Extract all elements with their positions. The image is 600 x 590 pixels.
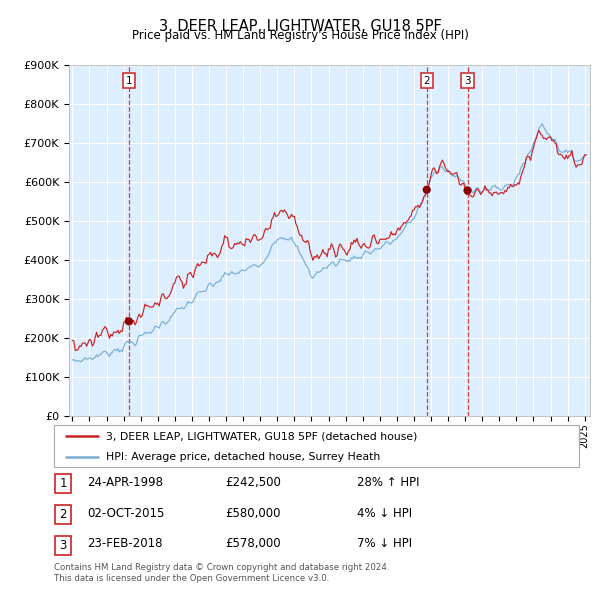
Text: 2: 2 (424, 76, 430, 86)
Point (422, 185, 431, 195)
Text: £242,500: £242,500 (225, 476, 281, 489)
Text: 1: 1 (59, 477, 67, 490)
Text: This data is licensed under the Open Government Licence v3.0.: This data is licensed under the Open Gov… (54, 574, 329, 583)
Text: £580,000: £580,000 (225, 507, 281, 520)
Text: 7% ↓ HPI: 7% ↓ HPI (357, 537, 412, 550)
Text: 3, DEER LEAP, LIGHTWATER, GU18 5PF: 3, DEER LEAP, LIGHTWATER, GU18 5PF (158, 19, 442, 34)
FancyBboxPatch shape (55, 474, 71, 493)
Text: HPI: Average price, detached house, Surrey Heath: HPI: Average price, detached house, Surr… (107, 452, 381, 461)
Text: 28% ↑ HPI: 28% ↑ HPI (357, 476, 419, 489)
Text: 2: 2 (59, 508, 67, 521)
Text: 24-APR-1998: 24-APR-1998 (87, 476, 163, 489)
FancyBboxPatch shape (54, 425, 579, 467)
Point (463, 186, 472, 195)
FancyBboxPatch shape (55, 505, 71, 524)
Point (124, 317, 134, 326)
Text: 1: 1 (125, 76, 132, 86)
Text: Price paid vs. HM Land Registry's House Price Index (HPI): Price paid vs. HM Land Registry's House … (131, 30, 469, 42)
Text: £578,000: £578,000 (225, 537, 281, 550)
Text: 3: 3 (59, 539, 67, 552)
Text: 23-FEB-2018: 23-FEB-2018 (87, 537, 163, 550)
Text: 4% ↓ HPI: 4% ↓ HPI (357, 507, 412, 520)
Text: 02-OCT-2015: 02-OCT-2015 (87, 507, 164, 520)
FancyBboxPatch shape (55, 536, 71, 555)
Text: Contains HM Land Registry data © Crown copyright and database right 2024.: Contains HM Land Registry data © Crown c… (54, 563, 389, 572)
Text: 3, DEER LEAP, LIGHTWATER, GU18 5PF (detached house): 3, DEER LEAP, LIGHTWATER, GU18 5PF (deta… (107, 431, 418, 441)
Text: 3: 3 (464, 76, 471, 86)
